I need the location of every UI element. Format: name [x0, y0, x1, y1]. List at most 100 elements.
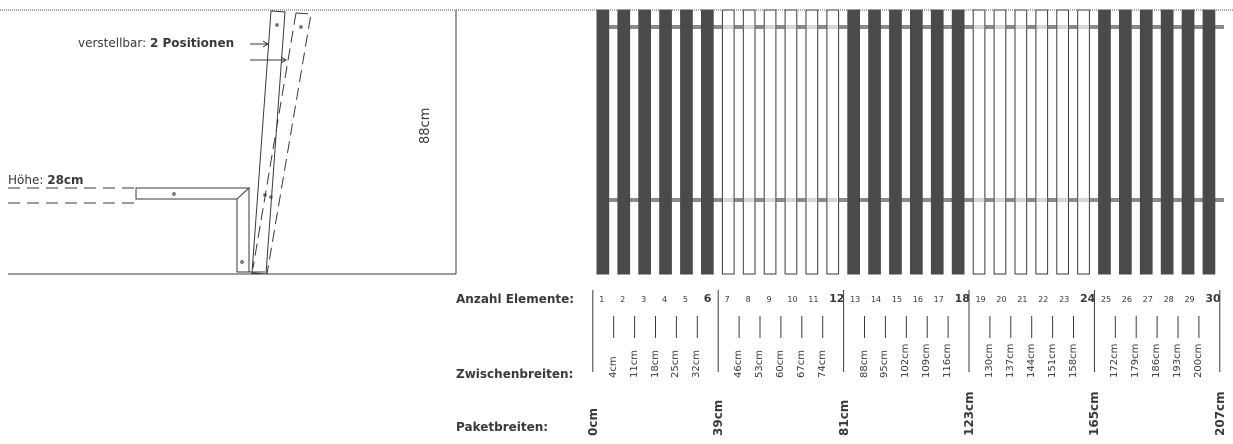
element-number-16: 16: [912, 295, 923, 304]
slat-16: [910, 9, 923, 275]
zwischen-value: 109cm: [921, 343, 933, 378]
element-number-26: 26: [1121, 295, 1132, 304]
rail-overlay: [722, 25, 848, 29]
slat-6: [701, 9, 714, 275]
element-number-8: 8: [745, 295, 751, 304]
height-label-text: Höhe:: [8, 173, 48, 187]
slat-panel: [596, 9, 1224, 275]
paket-value: 207cm: [1212, 391, 1227, 436]
zwischen-value: 74cm: [816, 350, 828, 378]
zwischen-value: 179cm: [1130, 343, 1142, 378]
slat-11: [805, 9, 819, 275]
height-label: Höhe: 28cm: [8, 173, 84, 187]
total-height-label: 88cm: [418, 107, 433, 144]
slat-29: [1181, 9, 1195, 275]
paket-value: 123cm: [962, 391, 977, 436]
slat-23: [1056, 9, 1070, 275]
slat-24: [1077, 9, 1090, 275]
slat-7: [721, 9, 735, 275]
adjust-arrows: [250, 40, 287, 64]
slat-17: [930, 9, 944, 275]
slat-10: [784, 9, 798, 275]
paket-value: 39cm: [711, 399, 726, 436]
element-number-23: 23: [1059, 295, 1070, 304]
adjust-label: verstellbar: 2 Positionen: [78, 36, 234, 50]
zwischen-label: Zwischenbreiten:: [456, 367, 574, 381]
rail-overlay: [973, 198, 1099, 202]
zwischen-value: 4cm: [607, 356, 619, 378]
element-number-11: 11: [808, 295, 819, 304]
zwischen-value: 158cm: [1067, 343, 1079, 378]
slat-13: [847, 9, 860, 275]
slat-28: [1160, 9, 1174, 275]
slat-8: [742, 9, 756, 275]
zwischen-value: 60cm: [774, 350, 786, 378]
zwischen-value: 18cm: [649, 350, 661, 378]
element-number-15: 15: [891, 295, 903, 304]
slat-2: [617, 9, 631, 275]
slat-18: [951, 9, 965, 275]
element-number-5: 5: [682, 295, 688, 304]
element-number-4: 4: [661, 295, 668, 304]
zwischen-value: 53cm: [754, 350, 766, 378]
zwischen-value: 32cm: [691, 350, 703, 378]
height-value: 28cm: [47, 173, 84, 187]
dimension-ticks: [592, 290, 1221, 372]
element-number-12: 12: [829, 292, 845, 305]
zwischen-value: 186cm: [1151, 343, 1163, 378]
element-number-18: 18: [954, 292, 970, 305]
element-number-14: 14: [870, 295, 882, 304]
zwischen-value: 137cm: [1004, 343, 1016, 378]
slat-30: [1202, 9, 1216, 275]
element-number-17: 17: [933, 295, 944, 304]
zwischen-value: 102cm: [900, 343, 912, 378]
element-number-28: 28: [1163, 295, 1174, 304]
slat-25: [1098, 9, 1111, 275]
adjust-value: 2 Positionen: [149, 36, 235, 50]
zwischen-value: 130cm: [983, 343, 995, 378]
element-number-6: 6: [703, 292, 712, 305]
slat-22: [1035, 9, 1049, 275]
element-number-9: 9: [766, 295, 772, 304]
zwischen-value: 193cm: [1172, 343, 1184, 378]
slat-4: [659, 9, 672, 275]
zwischen-value: 88cm: [858, 350, 870, 378]
zwischen-value: 200cm: [1192, 343, 1204, 378]
rail-overlay: [973, 25, 1099, 29]
slat-20: [993, 9, 1007, 275]
zwischen-value: 46cm: [733, 350, 745, 378]
element-number-30: 30: [1205, 292, 1221, 305]
slat-14: [868, 9, 881, 275]
zwischen-value: 144cm: [1025, 343, 1037, 378]
height-dashes: [8, 187, 136, 204]
zwischen-value: 11cm: [628, 350, 640, 378]
slat-9: [763, 9, 777, 275]
anzahl-label: Anzahl Elemente:: [456, 292, 575, 306]
backrest-position-1: [251, 10, 286, 275]
zwischen-value: 172cm: [1109, 343, 1121, 378]
slat-26: [1119, 9, 1132, 275]
rail-overlay: [722, 198, 848, 202]
backrest-hole-3: [269, 195, 273, 199]
paket-value: 81cm: [836, 399, 851, 436]
element-number-21: 21: [1017, 295, 1028, 304]
backrest-hole-2: [299, 25, 303, 29]
element-number-22: 22: [1038, 295, 1049, 304]
element-number-10: 10: [787, 295, 798, 304]
paket-value: 165cm: [1087, 391, 1102, 436]
bench-side-view: [135, 187, 265, 273]
slat-15: [889, 9, 902, 275]
slat-3: [638, 9, 651, 275]
element-number-25: 25: [1100, 295, 1112, 304]
slat-21: [1014, 9, 1028, 275]
paket-label: Paketbreiten:: [456, 420, 549, 434]
slat-19: [972, 9, 986, 275]
element-number-29: 29: [1184, 295, 1195, 304]
element-number-19: 19: [975, 295, 986, 304]
element-number-1: 1: [599, 295, 605, 304]
zwischen-value: 116cm: [942, 343, 954, 378]
adjust-label-text: verstellbar:: [78, 36, 150, 50]
backrest-position-2: [252, 12, 312, 275]
element-number-2: 2: [620, 295, 626, 304]
